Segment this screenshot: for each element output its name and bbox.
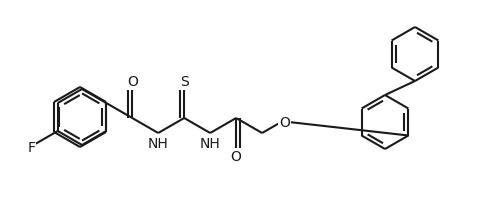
Text: NH: NH	[200, 138, 221, 152]
Text: O: O	[231, 149, 242, 163]
Text: F: F	[28, 141, 36, 155]
Text: S: S	[180, 75, 188, 89]
Text: O: O	[127, 75, 138, 89]
Text: NH: NH	[148, 138, 169, 152]
Text: O: O	[279, 116, 290, 130]
